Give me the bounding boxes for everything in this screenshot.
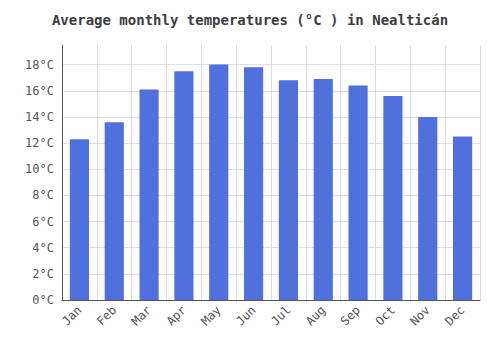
svg-text:12°C: 12°C [25, 136, 54, 150]
svg-text:Jul: Jul [268, 303, 293, 328]
svg-text:16°C: 16°C [25, 84, 54, 98]
svg-text:18°C: 18°C [25, 58, 54, 72]
svg-text:0°C: 0°C [32, 293, 54, 307]
svg-text:8°C: 8°C [32, 188, 54, 202]
svg-text:6°C: 6°C [32, 215, 54, 229]
svg-text:Mar: Mar [129, 303, 154, 328]
svg-text:14°C: 14°C [25, 110, 54, 124]
svg-text:Jan: Jan [59, 303, 84, 328]
svg-text:10°C: 10°C [25, 162, 54, 176]
svg-text:Sep: Sep [338, 303, 363, 328]
svg-text:Aug: Aug [303, 303, 328, 328]
svg-text:Feb: Feb [94, 303, 119, 328]
svg-text:May: May [198, 303, 223, 328]
svg-text:Nov: Nov [407, 303, 432, 328]
svg-text:Average monthly temperatures (: Average monthly temperatures (°C ) in Ne… [52, 12, 448, 28]
svg-text:2°C: 2°C [32, 267, 54, 281]
svg-text:Dec: Dec [442, 303, 467, 328]
svg-text:Oct: Oct [373, 303, 398, 328]
svg-text:4°C: 4°C [32, 241, 54, 255]
svg-text:Apr: Apr [164, 303, 189, 328]
svg-text:Jun: Jun [233, 303, 258, 328]
